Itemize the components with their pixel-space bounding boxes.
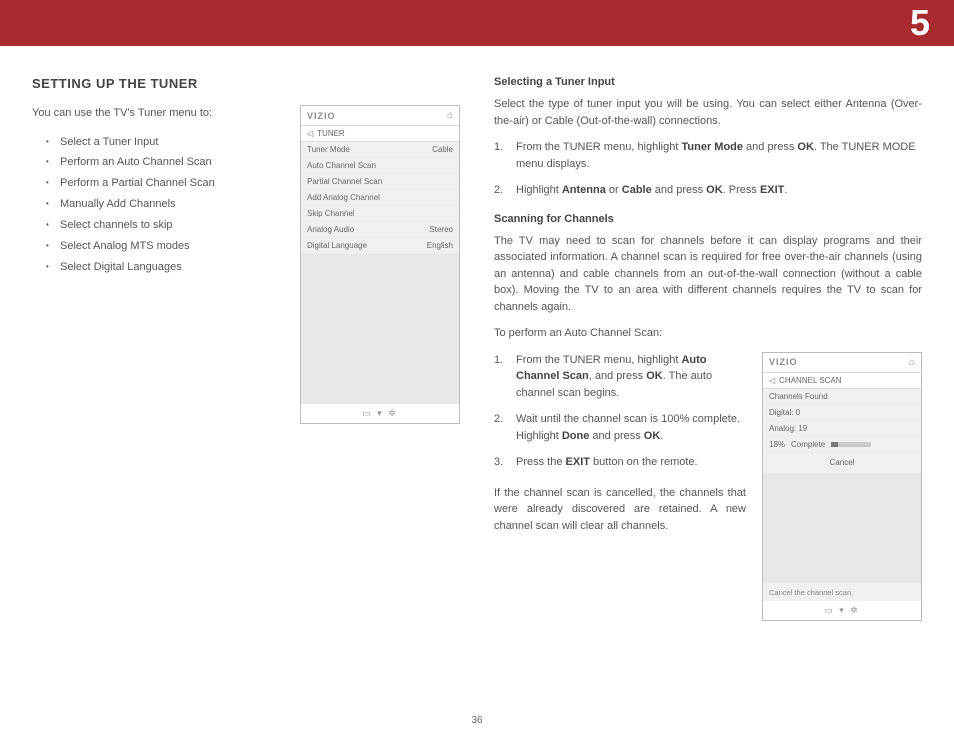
- step-item: 2.Highlight Antenna or Cable and press O…: [494, 182, 922, 199]
- row-label: Add Analog Channel: [307, 193, 380, 202]
- cancel-button[interactable]: Cancel: [763, 453, 921, 473]
- menu-breadcrumb[interactable]: ◁ TUNER: [301, 126, 459, 142]
- steps-list-1: 1.From the TUNER menu, highlight Tuner M…: [494, 139, 922, 199]
- home-icon[interactable]: ⌂: [909, 357, 915, 368]
- row-value: English: [427, 241, 453, 250]
- row-label: Auto Channel Scan: [307, 161, 376, 170]
- chapter-number: 5: [910, 2, 930, 44]
- tuner-menu-box: VIZIO ⌂ ◁ TUNER Tuner Mode Cable Auto Cha…: [300, 105, 460, 424]
- step-item: 1.From the TUNER menu, highlight Auto Ch…: [494, 352, 746, 402]
- scan-found-label: Channels Found: [763, 389, 921, 405]
- section-heading: SETTING UP THE TUNER: [32, 76, 460, 91]
- menu-empty-area: [301, 254, 459, 404]
- left-column: SETTING UP THE TUNER You can use the TV'…: [32, 76, 460, 621]
- sub2-tail: If the channel scan is cancelled, the ch…: [494, 485, 746, 535]
- bullet-item: Select Digital Languages: [46, 257, 284, 278]
- menu-footer-icons[interactable]: ▭ ▾ ✲: [301, 404, 459, 423]
- scan-header: VIZIO ⌂: [763, 353, 921, 373]
- back-arrow-icon: ◁: [307, 129, 313, 138]
- menu-row-analog-audio[interactable]: Analog Audio Stereo: [301, 222, 459, 238]
- bullet-item: Select a Tuner Input: [46, 132, 284, 153]
- menu-row-tuner-mode[interactable]: Tuner Mode Cable: [301, 142, 459, 158]
- progress-fill: [831, 442, 838, 447]
- sub2-text: The TV may need to scan for channels bef…: [494, 233, 922, 316]
- right-column: Selecting a Tuner Input Select the type …: [494, 76, 922, 621]
- scan-breadcrumb[interactable]: ◁ CHANNEL SCAN: [763, 373, 921, 389]
- header-bar: 5: [0, 0, 954, 46]
- sub-heading-scanning: Scanning for Channels: [494, 213, 922, 225]
- bullet-item: Perform a Partial Channel Scan: [46, 173, 284, 194]
- menu-row-partial-scan[interactable]: Partial Channel Scan: [301, 174, 459, 190]
- scan-percent: 18%: [769, 440, 785, 449]
- bullet-item: Manually Add Channels: [46, 194, 284, 215]
- step-item: 1.From the TUNER menu, highlight Tuner M…: [494, 139, 922, 172]
- row-label: Skip Channel: [307, 209, 355, 218]
- left-text-block: You can use the TV's Tuner menu to: Sele…: [32, 105, 284, 296]
- page-content: SETTING UP THE TUNER You can use the TV'…: [0, 46, 954, 621]
- scan-steps-block: 1.From the TUNER menu, highlight Auto Ch…: [494, 352, 746, 545]
- step-item: 3.Press the EXIT button on the remote.: [494, 454, 746, 471]
- home-icon[interactable]: ⌂: [447, 110, 453, 121]
- menu-row-add-analog[interactable]: Add Analog Channel: [301, 190, 459, 206]
- bullet-list: Select a Tuner Input Perform an Auto Cha…: [46, 132, 284, 278]
- intro-text: You can use the TV's Tuner menu to:: [32, 105, 284, 122]
- scan-hint: Cancel the channel scan.: [763, 583, 921, 601]
- bullet-item: Select Analog MTS modes: [46, 236, 284, 257]
- row-value: Stereo: [429, 225, 453, 234]
- back-arrow-icon: ◁: [769, 376, 775, 385]
- menu-header: VIZIO ⌂: [301, 106, 459, 126]
- scan-footer-icons[interactable]: ▭ ▾ ✲: [763, 601, 921, 620]
- bullet-item: Perform an Auto Channel Scan: [46, 152, 284, 173]
- vizio-logo: VIZIO: [769, 357, 798, 367]
- progress-bar: [831, 442, 871, 447]
- scan-complete-label: Complete: [791, 440, 825, 449]
- scan-progress-row: 18% Complete: [763, 437, 921, 453]
- row-value: Cable: [432, 145, 453, 154]
- channel-scan-box: VIZIO ⌂ ◁ CHANNEL SCAN Channels Found Di…: [762, 352, 922, 621]
- sub-heading-selecting: Selecting a Tuner Input: [494, 76, 922, 88]
- menu-row-digital-lang[interactable]: Digital Language English: [301, 238, 459, 254]
- scan-digital: Digital: 0: [763, 405, 921, 421]
- breadcrumb-label: CHANNEL SCAN: [779, 376, 841, 385]
- row-label: Analog Audio: [307, 225, 354, 234]
- row-label: Partial Channel Scan: [307, 177, 382, 186]
- menu-row-skip-channel[interactable]: Skip Channel: [301, 206, 459, 222]
- page-number: 36: [471, 715, 482, 726]
- bullet-item: Select channels to skip: [46, 215, 284, 236]
- menu-row-auto-scan[interactable]: Auto Channel Scan: [301, 158, 459, 174]
- step-item: 2.Wait until the channel scan is 100% co…: [494, 411, 746, 444]
- scan-analog: Analog: 19: [763, 421, 921, 437]
- sub1-text: Select the type of tuner input you will …: [494, 96, 922, 129]
- breadcrumb-label: TUNER: [317, 129, 345, 138]
- sub2-lead: To perform an Auto Channel Scan:: [494, 325, 922, 342]
- scan-empty-area: [763, 473, 921, 583]
- steps-list-2: 1.From the TUNER menu, highlight Auto Ch…: [494, 352, 746, 471]
- row-label: Digital Language: [307, 241, 367, 250]
- row-label: Tuner Mode: [307, 145, 350, 154]
- vizio-logo: VIZIO: [307, 111, 336, 121]
